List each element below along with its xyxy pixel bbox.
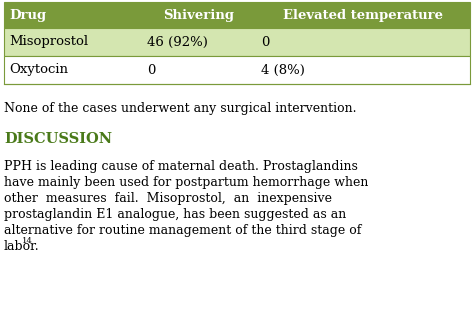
Bar [4,2,470,28]
Text: other  measures  fail.  Misoprostol,  an  inexpensive: other measures fail. Misoprostol, an ine… [4,192,332,205]
Text: 4 (8%): 4 (8%) [261,63,305,76]
Text: prostaglandin E1 analogue, has been suggested as an: prostaglandin E1 analogue, has been sugg… [4,208,346,221]
Text: labor.: labor. [4,240,40,253]
Text: Drug: Drug [9,9,46,22]
Text: 0: 0 [261,36,269,48]
Bar [4,28,470,56]
Text: Oxytocin: Oxytocin [9,63,68,76]
Text: Elevated temperature: Elevated temperature [283,9,443,22]
Text: DISCUSSION: DISCUSSION [4,132,112,146]
Text: Shivering: Shivering [164,9,235,22]
Text: PPH is leading cause of maternal death. Prostaglandins: PPH is leading cause of maternal death. … [4,160,358,173]
Text: Misoprostol: Misoprostol [9,36,88,48]
Text: have mainly been used for postpartum hemorrhage when: have mainly been used for postpartum hem… [4,176,368,189]
Text: alternative for routine management of the third stage of: alternative for routine management of th… [4,224,361,237]
Text: None of the cases underwent any surgical intervention.: None of the cases underwent any surgical… [4,102,356,115]
Text: 0: 0 [147,63,155,76]
Bar [4,56,470,84]
Text: 46 (92%): 46 (92%) [147,36,208,48]
Text: 14: 14 [22,237,33,245]
